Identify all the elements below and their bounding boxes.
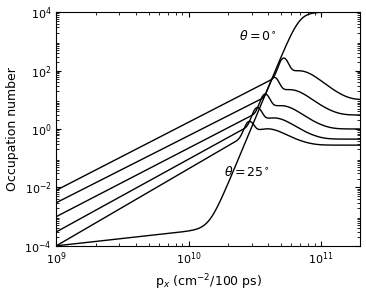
- Text: $\theta = 0^{\circ}$: $\theta = 0^{\circ}$: [239, 29, 276, 43]
- X-axis label: p$_x$ (cm$^{-2}$/100 ps): p$_x$ (cm$^{-2}$/100 ps): [155, 273, 262, 292]
- Text: $\theta = 25^{\circ}$: $\theta = 25^{\circ}$: [224, 165, 269, 179]
- Y-axis label: Occupation number: Occupation number: [5, 67, 19, 191]
